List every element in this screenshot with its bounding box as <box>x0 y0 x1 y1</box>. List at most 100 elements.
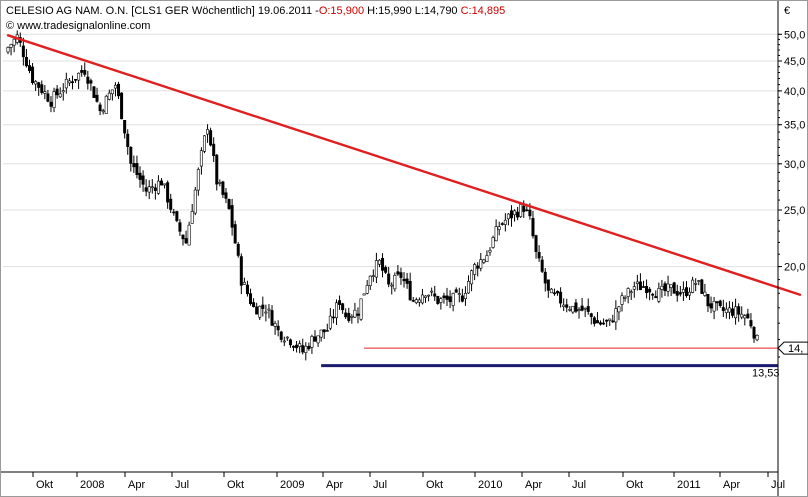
candle <box>709 296 713 314</box>
candle-body <box>731 308 735 316</box>
candle <box>405 272 409 289</box>
candle-body <box>384 267 388 273</box>
candle-body <box>160 180 164 186</box>
candle-body <box>651 293 655 296</box>
candle <box>488 247 492 256</box>
candle-body <box>700 279 704 294</box>
candle-body <box>605 319 609 322</box>
candle-body <box>549 288 553 294</box>
candle-body <box>264 311 268 314</box>
candle-body <box>500 223 504 225</box>
candle-body <box>49 101 53 107</box>
candle-body <box>715 301 719 304</box>
candle-body <box>617 306 621 313</box>
candle-body <box>245 284 249 295</box>
candle <box>64 72 68 94</box>
candle <box>353 302 357 318</box>
candle-body <box>156 180 160 194</box>
candle-body <box>144 187 148 192</box>
candle-body <box>120 92 124 120</box>
candle-body <box>485 255 489 262</box>
candle-body <box>74 78 78 81</box>
candle <box>341 302 345 314</box>
candle <box>95 87 99 103</box>
candle <box>476 262 480 277</box>
candle-body <box>660 285 664 290</box>
candle-body <box>614 308 618 323</box>
candle <box>393 272 397 292</box>
candle <box>436 295 440 305</box>
candle <box>543 268 547 292</box>
candle <box>626 287 630 304</box>
candle-body <box>377 259 381 265</box>
candle-body <box>70 81 74 84</box>
candle-body <box>749 320 753 327</box>
candle-body <box>417 299 421 303</box>
candle-body <box>279 331 283 340</box>
candle-body <box>577 309 581 311</box>
candle <box>267 304 271 319</box>
candle-body <box>525 209 529 212</box>
candle-body <box>638 281 642 291</box>
candle <box>43 85 47 100</box>
candle <box>442 292 446 304</box>
candle-body <box>694 283 698 285</box>
candle <box>746 308 750 319</box>
candle <box>123 119 127 139</box>
candle <box>224 188 228 204</box>
candle-body <box>623 297 627 299</box>
candle-body <box>328 315 332 329</box>
candle <box>516 206 520 221</box>
candle-body <box>479 259 483 269</box>
candle <box>531 210 535 239</box>
candle <box>574 298 578 314</box>
candle-body <box>196 169 200 191</box>
candle <box>740 306 744 320</box>
candle <box>684 281 688 298</box>
candle <box>691 276 695 294</box>
candle <box>166 180 170 209</box>
candle <box>509 205 513 227</box>
candle-body <box>227 199 231 209</box>
candle <box>27 59 31 74</box>
candle <box>595 312 599 324</box>
candle-body <box>608 318 612 321</box>
candle-body <box>233 224 237 244</box>
candle <box>160 178 164 186</box>
open-value: O:15,900 <box>319 5 364 17</box>
candle-body <box>697 280 701 282</box>
candle <box>479 252 483 272</box>
candle <box>209 127 213 147</box>
candle-body <box>104 95 108 114</box>
candle-body <box>89 80 93 84</box>
candle-body <box>224 192 228 199</box>
overlays: 14, 13,53 <box>6 34 808 380</box>
candle-body <box>645 285 649 293</box>
candle <box>694 278 698 292</box>
candle <box>620 292 624 312</box>
candle <box>672 281 676 294</box>
y-tick-label: 45,0 <box>784 56 805 68</box>
candle <box>715 301 719 311</box>
support-blue-label: 13,53 <box>752 368 780 380</box>
candle <box>288 338 292 348</box>
candle <box>599 320 603 326</box>
candle <box>58 87 62 99</box>
candle <box>568 306 572 312</box>
candle-body <box>31 66 35 84</box>
candle <box>381 253 385 278</box>
candle-body <box>206 129 210 135</box>
candle <box>454 287 458 293</box>
candle <box>611 314 615 323</box>
candle <box>605 319 609 327</box>
candle-body <box>319 329 323 338</box>
candle <box>749 313 753 329</box>
candle-body <box>34 81 38 85</box>
candle-body <box>129 146 133 164</box>
candle <box>390 282 394 295</box>
candle <box>169 193 173 214</box>
candle <box>187 221 191 246</box>
candle <box>218 179 222 187</box>
